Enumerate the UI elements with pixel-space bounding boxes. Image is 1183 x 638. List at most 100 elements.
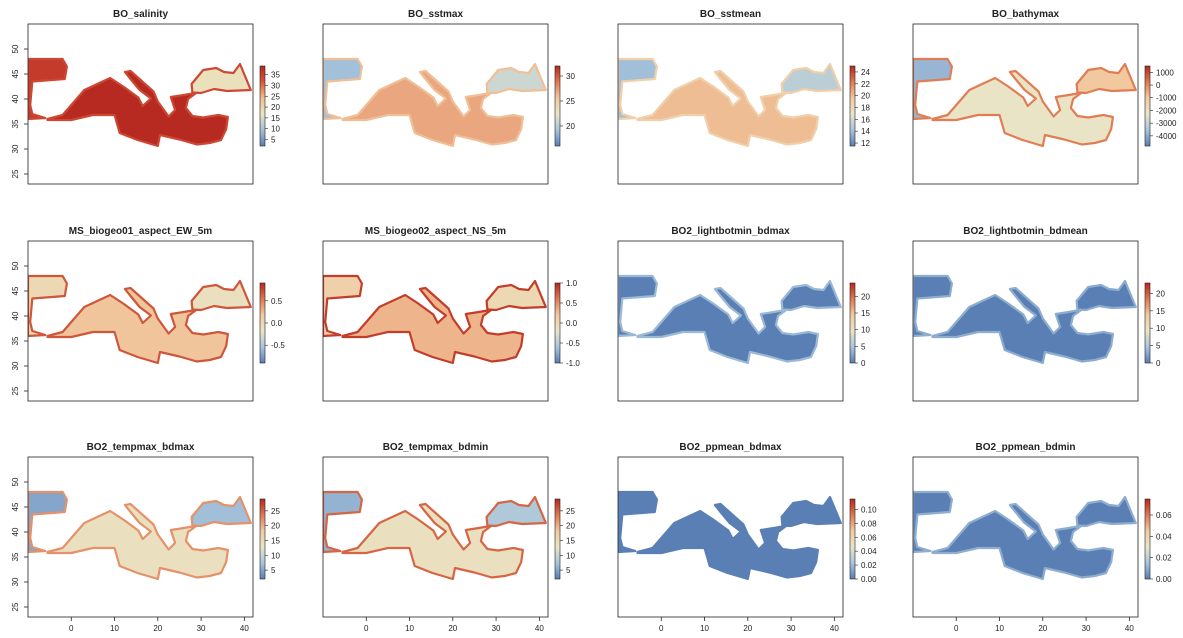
y-tick-label: 30 (11, 361, 20, 370)
legend-tick-label: 0.5 (271, 297, 283, 306)
coastal-band (1075, 495, 1137, 528)
legend-tick-label: 5 (271, 566, 276, 575)
region-mediterranean (47, 288, 228, 363)
x-tick-label: 10 (995, 624, 1004, 633)
panel-title: MS_biogeo01_aspect_EW_5m (69, 226, 212, 237)
legend-colorbar (259, 65, 266, 147)
map-panel: BO2_lightbotmin_bdmean 20 15 10 5 0 (912, 226, 1165, 402)
coastal-band (780, 62, 842, 95)
map-panel: BO_sstmax 30 25 20 (322, 9, 575, 185)
plot-frame (27, 240, 254, 402)
region-mediterranean (342, 504, 523, 579)
legend-tick-label: 20 (271, 522, 280, 531)
legend-tick-label: 30 (271, 81, 280, 90)
plot-frame (617, 456, 844, 618)
legend-colorbar (1144, 65, 1151, 147)
legend-tick-label: 25 (566, 97, 575, 106)
legend-tick-label: 16 (861, 115, 870, 124)
coastal-band (190, 62, 252, 95)
y-tick-label: 45 (11, 286, 20, 295)
coastal-band (780, 279, 842, 312)
legend-tick-label: 0.0 (271, 319, 283, 328)
legend-tick-label: -3000 (1156, 119, 1177, 128)
legend-colorbar (1144, 282, 1151, 364)
legend-tick-label: 25 (271, 92, 280, 101)
legend-tick-label: 25 (271, 507, 280, 516)
region-mediterranean (47, 504, 228, 579)
plot-frame (27, 456, 254, 618)
region-mediterranean (637, 288, 818, 363)
legend-tick-label: 0.10 (861, 505, 877, 514)
y-tick-label: 25 (11, 386, 20, 395)
legend-tick-label: 0.02 (861, 561, 877, 570)
legend-colorbar (849, 65, 856, 147)
map-panel: BO_sstmean 24 22 20 18 16 14 12 (617, 9, 870, 185)
coastal-band (323, 57, 363, 121)
region-mediterranean (47, 71, 228, 146)
region-atlantic (618, 276, 657, 336)
plot-frame (912, 23, 1139, 185)
legend-tick-label: 0.06 (1156, 511, 1172, 520)
region-atlantic (913, 59, 952, 119)
legend-tick-label: 0 (861, 359, 866, 368)
region-atlantic (618, 59, 657, 119)
legend-colorbar (554, 282, 561, 364)
map-panel: BO2_ppmean_bdmax 0 10 20 30 40 0.10 0.08 0.06 0.0… (617, 442, 877, 633)
x-tick-label: 10 (405, 624, 414, 633)
coastal-band (190, 279, 252, 312)
coastal-band (28, 490, 68, 554)
coastal-band (323, 274, 363, 338)
legend-tick-label: 18 (861, 103, 870, 112)
map-panel: BO2_lightbotmin_bdmax 20 15 10 5 0 (617, 226, 870, 402)
y-tick-label: 40 (11, 311, 20, 320)
legend-colorbar (849, 282, 856, 364)
x-tick-label: 20 (743, 624, 752, 633)
region-mediterranean (637, 504, 818, 579)
map-panel: BO2_tempmax_bdmax 25 30 35 40 45 50 0 10 20 30 40 25… (11, 442, 280, 633)
legend-tick-label: 24 (861, 68, 870, 77)
legend-tick-label: 15 (271, 114, 280, 123)
y-tick-label: 30 (11, 577, 20, 586)
x-tick-label: 30 (197, 624, 206, 633)
legend-tick-label: 0 (1156, 81, 1161, 90)
y-tick-label: 25 (11, 169, 20, 178)
y-tick-label: 50 (11, 261, 20, 270)
coastal-band (913, 490, 953, 554)
legend-tick-label: 10 (1156, 324, 1165, 333)
legend-colorbar (1144, 498, 1151, 580)
legend-tick-label: 1000 (1156, 68, 1174, 77)
legend-tick-label: 20 (566, 522, 575, 531)
legend-colorbar (259, 282, 266, 364)
x-tick-label: 30 (787, 624, 796, 633)
legend-tick-label: 15 (861, 309, 870, 318)
legend-tick-label: 0.00 (1156, 575, 1172, 584)
x-tick-label: 0 (659, 624, 664, 633)
region-atlantic (28, 59, 67, 119)
panel-title: BO_sstmax (408, 9, 463, 20)
y-tick-label: 40 (11, 527, 20, 536)
legend-tick-label: 22 (861, 80, 870, 89)
coastal-band (1075, 279, 1137, 312)
legend-tick-label: 10 (271, 551, 280, 560)
x-tick-label: 10 (110, 624, 119, 633)
legend-tick-label: 10 (271, 125, 280, 134)
region-mediterranean (932, 71, 1113, 146)
x-tick-label: 20 (448, 624, 457, 633)
x-tick-label: 20 (1038, 624, 1047, 633)
legend-tick-label: 20 (566, 122, 575, 131)
panel-title: BO2_lightbotmin_bdmax (671, 226, 790, 237)
coastal-band (485, 495, 547, 528)
region-mediterranean (637, 71, 818, 146)
legend-tick-label: 30 (566, 72, 575, 81)
y-tick-label: 35 (11, 336, 20, 345)
plot-frame (912, 456, 1139, 618)
panel-title: BO2_tempmax_bdmax (87, 442, 195, 453)
legend-tick-label: 12 (861, 139, 870, 148)
legend-tick-label: 14 (861, 127, 870, 136)
legend-tick-label: 0.0 (566, 319, 578, 328)
plot-frame (322, 456, 549, 618)
y-tick-label: 50 (11, 44, 20, 53)
legend-tick-label: 15 (271, 536, 280, 545)
